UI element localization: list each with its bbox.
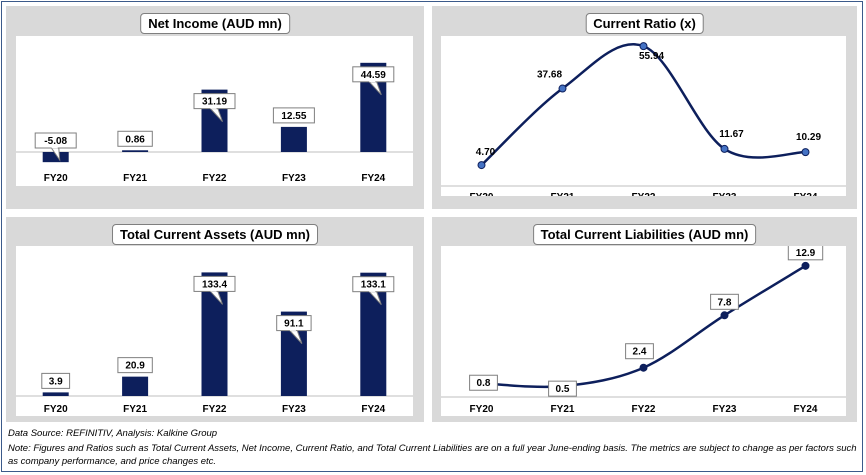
data-label: 0.5 [556, 384, 570, 395]
x-tick-label: FY22 [203, 404, 227, 415]
bar [42, 152, 69, 163]
panel-total-current-assets: FY20 3.9 FY21 20.9 FY22 133.4 FY23 91.1 FY24 133.… [6, 217, 424, 422]
x-tick-label: FY23 [282, 404, 306, 415]
footnote: Note: Figures and Ratios such as Total C… [8, 443, 857, 467]
x-tick-label: FY23 [713, 192, 737, 196]
data-label-box [710, 293, 739, 310]
series-line [480, 43, 806, 166]
x-tick-label: FY21 [551, 404, 575, 415]
data-label-box [41, 372, 71, 389]
bar [122, 376, 149, 396]
data-label: 2.4 [633, 347, 647, 358]
data-point [639, 42, 648, 51]
total-current-liabilities-chart: FY20 0.8 FY21 0.5 FY22 2.4 FY23 7.8 FY24 12.9 [441, 244, 846, 415]
plot-area: FY20 3.9 FY21 20.9 FY22 133.4 FY23 91.1 FY24 133.… [16, 246, 413, 416]
chart-title: Current Ratio (x) [585, 13, 704, 34]
x-tick-label: FY23 [282, 173, 306, 184]
x-tick-label: FY23 [713, 404, 737, 415]
x-tick-label: FY24 [361, 404, 385, 415]
panel-total-current-liabilities: FY20 0.8 FY21 0.5 FY22 2.4 FY23 7.8 FY24 12.9 Tot… [432, 217, 857, 422]
data-point [720, 311, 729, 320]
data-label: 0.8 [477, 378, 491, 389]
x-tick-label: FY24 [361, 173, 385, 184]
total-current-assets-chart: FY20 3.9 FY21 20.9 FY22 133.4 FY23 91.1 FY24 133.… [16, 272, 413, 415]
plot-area: FY20 -5.08 FY21 0.86 FY22 31.19 FY23 12.55 FY24 4… [16, 36, 413, 186]
x-tick-label: FY21 [123, 173, 147, 184]
data-label: 0.86 [125, 134, 145, 145]
x-tick-label: FY22 [203, 173, 227, 184]
data-label: 55.94 [639, 51, 664, 62]
data-label: 37.68 [537, 70, 562, 81]
net-income-chart: FY20 -5.08 FY21 0.86 FY22 31.19 FY23 12.55 FY24 4… [16, 62, 413, 184]
data-label: 133.1 [361, 280, 386, 291]
data-point [801, 148, 810, 157]
data-point [639, 363, 648, 372]
data-label: 11.67 [719, 129, 744, 140]
data-label: 12.55 [281, 111, 306, 122]
data-label-box [548, 380, 577, 397]
x-tick-label: FY22 [632, 404, 656, 415]
data-label-box [625, 343, 654, 360]
data-label: -5.08 [44, 136, 67, 147]
plot-area: FY20 4.70 FY21 37.68 FY22 55.94 FY23 11.67 FY24 1… [441, 36, 846, 203]
plot-area: FY20 0.8 FY21 0.5 FY22 2.4 FY23 7.8 FY24 12.9 [441, 244, 846, 416]
chart-title: Total Current Assets (AUD mn) [112, 224, 318, 245]
data-label: 3.9 [49, 376, 63, 387]
x-tick-label: FY20 [470, 404, 494, 415]
data-label-box [469, 374, 498, 391]
x-tick-label: FY24 [794, 192, 818, 196]
data-label-box [117, 357, 153, 374]
data-label: 31.19 [202, 97, 227, 108]
chart-title: Total Current Liabilities (AUD mn) [532, 224, 757, 245]
data-label: 7.8 [718, 297, 732, 308]
x-tick-label: FY20 [470, 192, 494, 196]
data-source: Data Source: REFINITIV, Analysis: Kalkin… [8, 428, 218, 439]
panel-current-ratio: FY20 4.70 FY21 37.68 FY22 55.94 FY23 11.67 FY24 1… [432, 6, 857, 209]
current-ratio-chart: FY20 4.70 FY21 37.68 FY22 55.94 FY23 11.67 FY24 1… [441, 42, 846, 203]
chart-title: Net Income (AUD mn) [140, 13, 290, 34]
data-label: 91.1 [284, 319, 304, 330]
bar [280, 126, 307, 152]
x-tick-label: FY24 [794, 404, 818, 415]
bar [42, 392, 69, 396]
panel-net-income: FY20 -5.08 FY21 0.86 FY22 31.19 FY23 12.55 FY24 4… [6, 6, 424, 209]
data-label: 133.4 [202, 279, 227, 290]
data-label: 12.9 [796, 248, 816, 259]
bar [122, 150, 149, 152]
data-label: 20.9 [125, 361, 145, 372]
x-tick-label: FY22 [632, 192, 656, 196]
x-tick-label: FY21 [123, 404, 147, 415]
data-label-box [272, 107, 315, 124]
data-point [801, 261, 810, 270]
data-label: 44.59 [361, 70, 386, 81]
data-label-box [117, 130, 153, 147]
data-label: 10.29 [796, 132, 821, 143]
data-point [720, 144, 729, 153]
data-point [558, 84, 567, 93]
data-label: 4.70 [476, 147, 496, 158]
data-point [477, 161, 486, 170]
x-tick-label: FY20 [44, 404, 68, 415]
x-tick-label: FY21 [551, 192, 575, 196]
x-tick-label: FY20 [44, 173, 68, 184]
